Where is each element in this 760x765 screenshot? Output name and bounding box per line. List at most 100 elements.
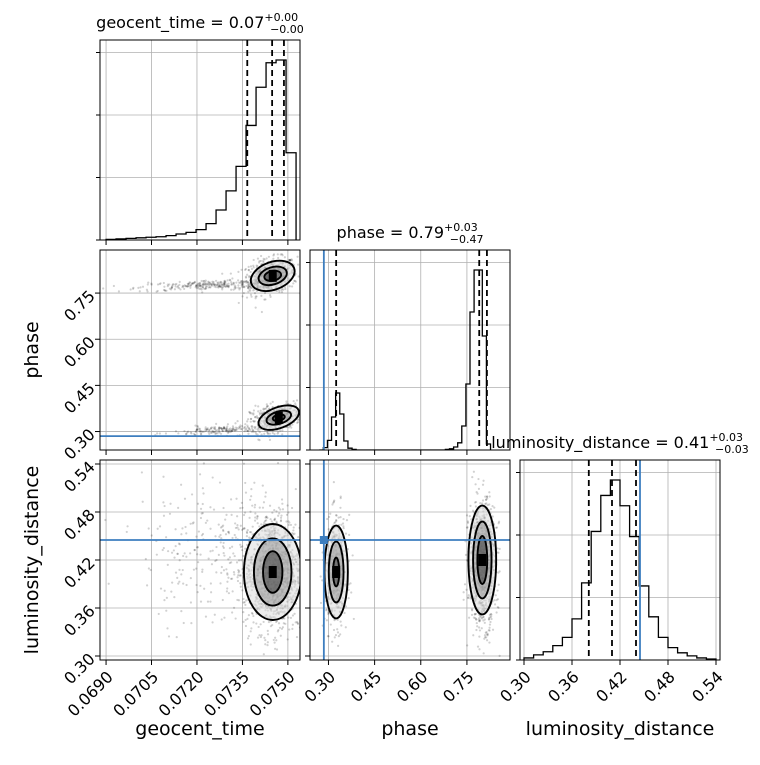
sample-point: [334, 520, 337, 524]
sample-point: [233, 285, 236, 289]
sample-point: [218, 283, 221, 286]
x-tick-label: 0.0735: [200, 667, 253, 720]
sample-point: [244, 423, 247, 426]
sample-point: [112, 284, 115, 288]
sample-point: [222, 524, 225, 527]
sample-point: [271, 405, 274, 409]
sample-point: [212, 508, 216, 511]
sample-point: [194, 424, 197, 427]
sample-point: [196, 502, 200, 505]
sample-point: [137, 286, 140, 289]
sample-point: [249, 630, 252, 633]
sample-point: [238, 288, 241, 291]
sample-point: [262, 501, 266, 504]
panel-1-0-content: [100, 253, 300, 442]
sample-point: [256, 515, 259, 518]
sample-point: [328, 515, 331, 519]
sample-point: [269, 402, 272, 405]
sample-point: [297, 418, 300, 421]
sample-point: [275, 510, 278, 513]
sample-point: [235, 561, 239, 564]
sample-point: [247, 265, 250, 268]
sample-point: [230, 429, 234, 433]
sample-point: [197, 286, 200, 289]
sample-point: [227, 558, 230, 561]
sample-point: [171, 285, 174, 288]
sample-point: [147, 567, 150, 570]
sample-point: [252, 621, 255, 624]
sample-point: [335, 518, 338, 522]
sample-point: [185, 532, 188, 535]
sample-point: [249, 428, 252, 432]
sample-point: [477, 487, 481, 490]
sample-point: [197, 283, 200, 286]
sample-point: [334, 633, 338, 637]
sample-point: [182, 621, 185, 625]
sample-point: [219, 541, 222, 544]
sample-point: [192, 521, 195, 524]
sample-point: [170, 286, 174, 289]
sample-point: [196, 284, 199, 287]
sample-point: [227, 430, 230, 433]
sample-point: [209, 600, 212, 603]
sample-point: [272, 254, 275, 257]
sample-point: [306, 596, 308, 598]
sample-point: [319, 601, 323, 605]
panel-0-0-grid: [100, 40, 300, 240]
sample-point: [252, 258, 255, 262]
sample-point: [254, 416, 257, 419]
sample-point: [233, 573, 236, 576]
sample-point: [251, 612, 254, 615]
sample-point: [260, 523, 263, 526]
sample-point: [244, 481, 247, 485]
sample-point: [273, 641, 276, 644]
sample-point: [239, 426, 242, 429]
sample-point: [276, 253, 279, 256]
sample-point: [296, 255, 299, 258]
sample-point: [250, 611, 254, 615]
sample-point: [203, 587, 206, 590]
sample-point: [260, 433, 263, 436]
sample-point: [273, 432, 276, 436]
sample-point: [201, 487, 204, 490]
sample-point: [326, 517, 329, 521]
sample-point: [223, 426, 226, 430]
sample-point: [304, 565, 306, 567]
sample-point: [202, 281, 205, 284]
sample-point: [214, 283, 217, 286]
sample-point: [199, 507, 203, 510]
sample-point: [242, 513, 246, 517]
sample-point: [178, 568, 181, 571]
sample-point: [252, 266, 255, 269]
sample-point: [249, 420, 252, 423]
sample-point: [236, 427, 239, 430]
sample-point: [222, 506, 225, 510]
sample-point: [216, 283, 219, 287]
sample-point: [258, 413, 261, 416]
sample-point: [228, 547, 232, 550]
sample-point: [195, 535, 198, 538]
panel-2-0-content: [100, 461, 308, 656]
sample-point: [348, 533, 351, 536]
sample-point: [163, 599, 166, 602]
sample-point: [277, 288, 281, 292]
sample-point: [247, 429, 250, 432]
sample-point: [262, 407, 265, 410]
sample-point: [237, 528, 240, 531]
sample-point: [192, 568, 196, 571]
sample-point: [236, 523, 239, 527]
panel-1-0-grid: [100, 250, 300, 450]
sample-point: [306, 540, 308, 542]
sample-point: [291, 627, 294, 630]
sample-point: [256, 517, 259, 520]
sample-point: [207, 431, 210, 434]
sample-point: [218, 481, 222, 484]
sample-point: [220, 618, 223, 621]
sample-point: [255, 295, 258, 298]
sample-point: [337, 635, 340, 638]
sample-point: [195, 428, 199, 431]
sample-point: [223, 554, 226, 557]
sample-point: [302, 604, 304, 606]
sample-point: [201, 285, 204, 289]
sample-point: [164, 289, 167, 292]
